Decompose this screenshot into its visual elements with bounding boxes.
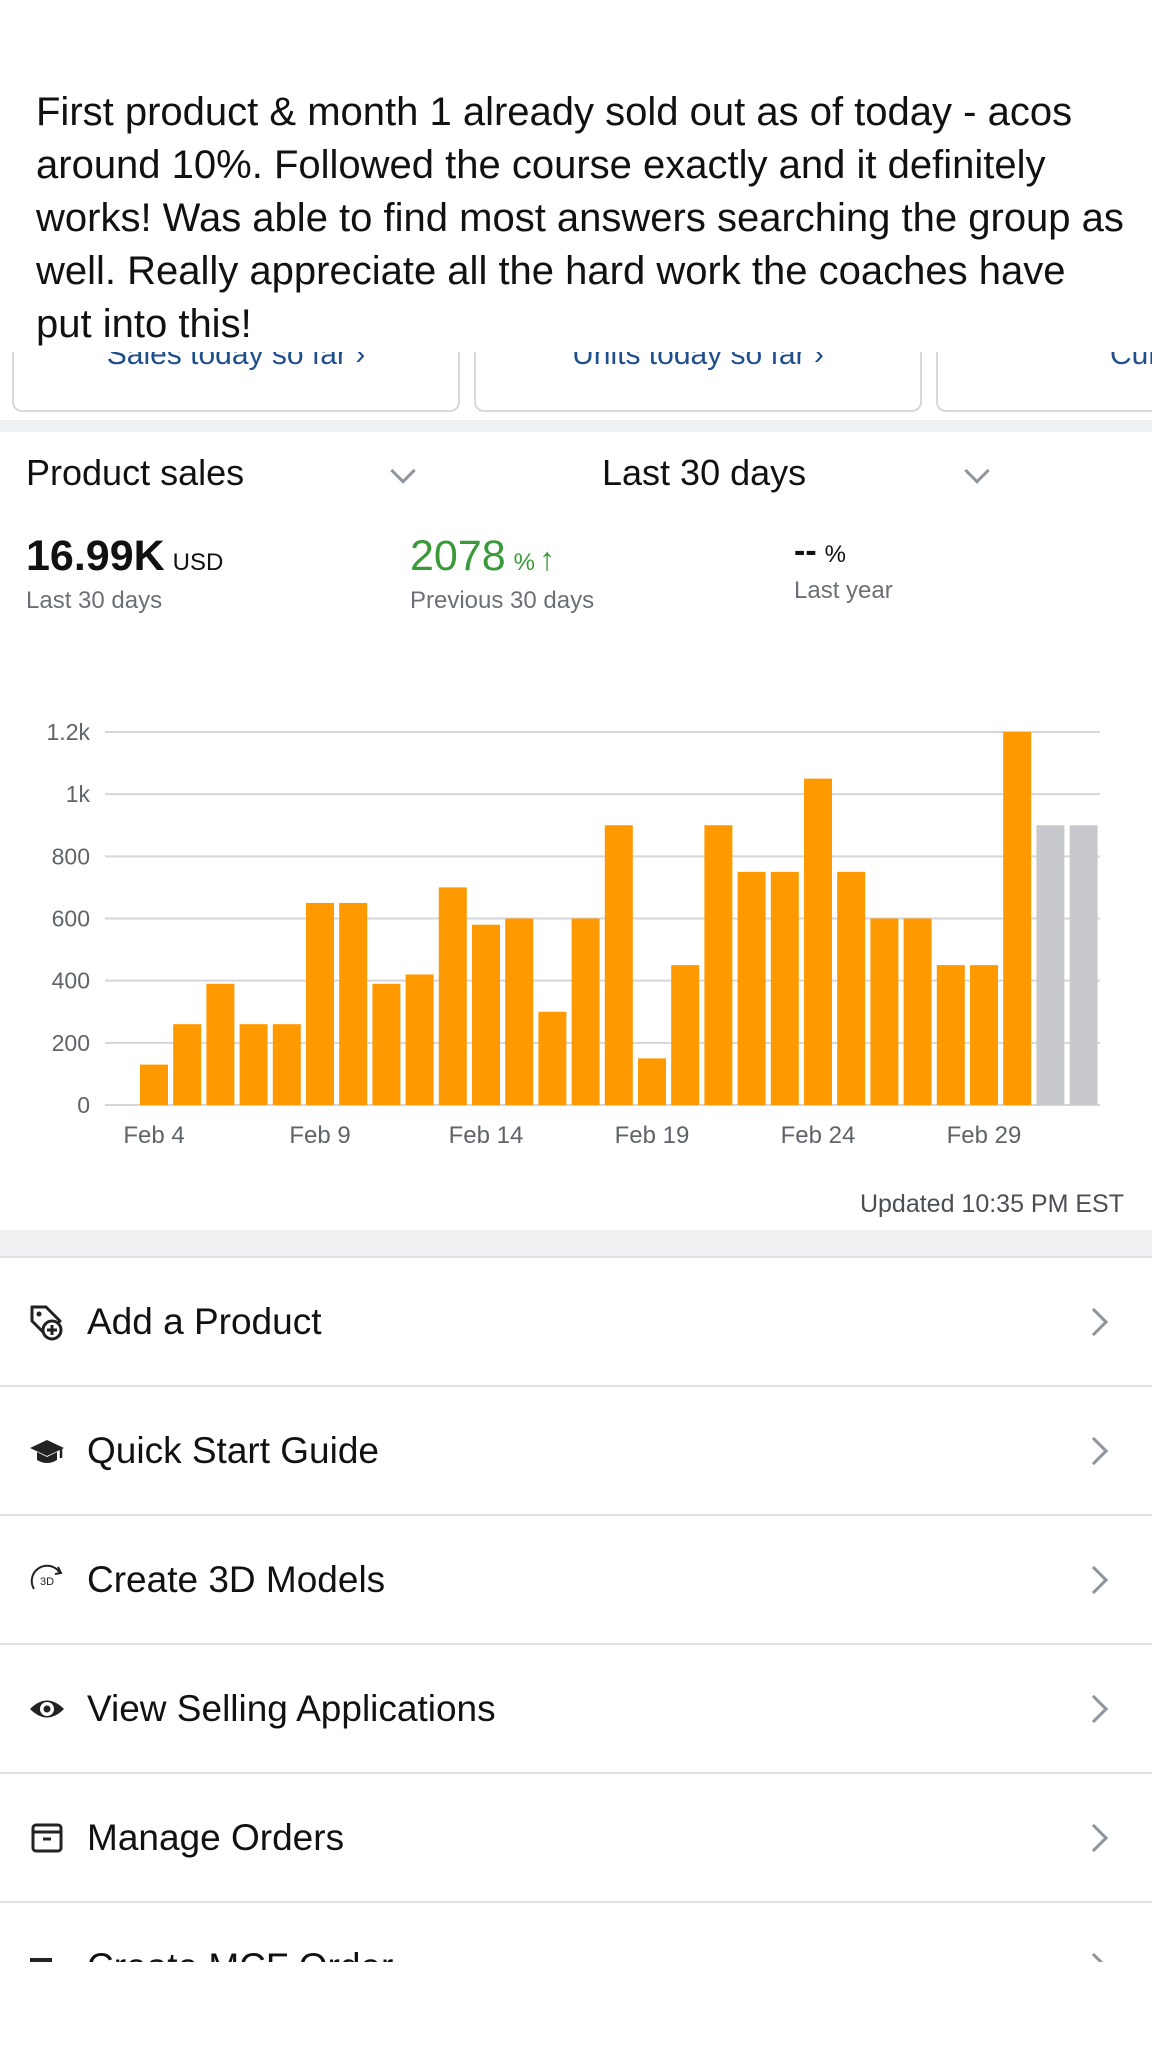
sales-bar[interactable] — [438, 887, 467, 1105]
total-sales-value: 16.99K — [26, 532, 165, 580]
menu-item-create-3d-models[interactable]: 3D Create 3D Models — [0, 1514, 1152, 1643]
current-label: Current — [1109, 352, 1152, 371]
graduation-cap-icon — [30, 1440, 64, 1463]
sales-bar[interactable] — [206, 983, 235, 1105]
units-today-label: Units today so far › — [572, 352, 824, 371]
divider-band — [0, 420, 1152, 432]
sales-bar[interactable] — [737, 871, 766, 1105]
metric-selector[interactable]: Product sales — [26, 452, 244, 512]
menu-item-view-selling-applications[interactable]: View Selling Applications — [0, 1643, 1152, 1772]
y-tick-label: 1k — [66, 781, 91, 807]
action-menu: Add a Product Quick Start Guide 3D Creat… — [0, 1256, 1152, 2030]
sales-bar[interactable] — [339, 902, 368, 1105]
units-today-card[interactable]: Units today so far › — [474, 352, 922, 412]
previous-period-value: 2078 — [410, 532, 506, 580]
y-tick-label: 400 — [52, 968, 90, 994]
menu-item-manage-orders[interactable]: Manage Orders — [0, 1772, 1152, 1901]
updated-timestamp: Updated 10:35 PM EST — [859, 1190, 1124, 1218]
menu-item-label: Quick Start Guide — [87, 1430, 380, 1471]
page-clip — [0, 1962, 1152, 2048]
sales-bar[interactable] — [173, 1024, 202, 1105]
chevron-right-icon — [1079, 1436, 1109, 1466]
last-year-value: -- — [794, 532, 817, 570]
sales-bar[interactable] — [638, 1058, 666, 1105]
previous-period-metric: 2078% ↑ Previous 30 days — [410, 532, 594, 615]
menu-item-label: Add a Product — [87, 1301, 322, 1342]
menu-item-label: Manage Orders — [87, 1817, 345, 1858]
chevron-right-icon — [1079, 1694, 1109, 1724]
x-tick-label: Feb 19 — [615, 1122, 690, 1149]
sales-today-label: Sales today so far › — [106, 352, 366, 371]
sales-bar[interactable] — [538, 1011, 567, 1105]
chevron-down-icon[interactable] — [964, 458, 990, 484]
box-icon — [31, 1823, 63, 1853]
sales-bar[interactable] — [936, 965, 965, 1105]
tag-plus-icon — [30, 1305, 63, 1341]
previous-period-unit: % — [513, 549, 536, 576]
last-year-metric: --% Last year — [794, 532, 893, 605]
sales-bar[interactable] — [604, 825, 633, 1105]
x-tick-label: Feb 4 — [123, 1122, 184, 1149]
sales-bar[interactable] — [671, 965, 700, 1105]
metric-selector-label: Product sales — [26, 452, 245, 493]
y-tick-label: 800 — [52, 843, 90, 869]
menu-item-quick-start-guide[interactable]: Quick Start Guide — [0, 1385, 1152, 1514]
total-sales-caption: Last 30 days — [26, 587, 163, 614]
previous-period-caption: Previous 30 days — [410, 587, 595, 614]
y-tick-label: 600 — [52, 906, 90, 932]
x-tick-label: Feb 24 — [781, 1122, 856, 1149]
sales-bar[interactable] — [770, 871, 799, 1105]
sales-bar[interactable] — [405, 974, 434, 1105]
sales-bar[interactable] — [1003, 732, 1032, 1105]
chevron-right-icon — [1079, 1565, 1109, 1595]
projected-bar[interactable] — [1069, 825, 1098, 1105]
chevron-right-icon — [1079, 1307, 1109, 1337]
sales-bar[interactable] — [903, 918, 932, 1106]
chevron-down-icon[interactable] — [390, 458, 416, 484]
total-sales-metric: 16.99K USD Last 30 days — [26, 532, 223, 615]
range-selector-label: Last 30 days — [602, 452, 807, 493]
sales-bar[interactable] — [870, 918, 899, 1106]
total-sales-unit: USD — [172, 549, 224, 576]
y-tick-label: 1.2k — [47, 719, 91, 745]
sales-bar[interactable] — [306, 902, 334, 1105]
current-card[interactable]: Current — [936, 352, 1152, 412]
sales-bar[interactable] — [140, 1064, 168, 1105]
sales-bar[interactable] — [704, 825, 733, 1105]
y-tick-label: 0 — [77, 1092, 90, 1118]
sales-bar[interactable] — [272, 1024, 301, 1105]
x-tick-label: Feb 29 — [947, 1122, 1022, 1149]
sales-today-card[interactable]: Sales today so far › — [12, 352, 460, 412]
sales-bar[interactable] — [505, 918, 534, 1106]
menu-item-label: Create 3D Models — [87, 1559, 386, 1600]
sales-bar[interactable] — [239, 1024, 268, 1105]
product-sales-chart: 0 200 400 600 800 1k 1.2k Feb 4 Feb 9 Feb 14 Feb … — [47, 719, 1100, 1149]
sales-bar[interactable] — [372, 983, 401, 1105]
x-tick-label: Feb 14 — [449, 1122, 524, 1149]
post-text: First product & month 1 already sold out… — [36, 90, 1124, 346]
sales-bar[interactable] — [571, 918, 600, 1106]
eye-icon — [30, 1700, 64, 1718]
sales-bar[interactable] — [472, 924, 500, 1105]
3d-rotate-icon: 3D — [30, 1564, 63, 1590]
sales-bar[interactable] — [804, 778, 832, 1105]
arrow-up-icon: ↑ — [539, 541, 556, 577]
range-selector[interactable]: Last 30 days — [602, 452, 806, 512]
last-year-caption: Last year — [794, 577, 893, 604]
x-tick-label: Feb 9 — [289, 1122, 350, 1149]
menu-item-add-product[interactable]: Add a Product — [0, 1256, 1152, 1385]
menu-item-label: View Selling Applications — [87, 1688, 496, 1729]
3d-icon-text: 3D — [40, 1576, 54, 1588]
summary-cards-strip: Sales today so far › Units today so far … — [0, 352, 1152, 420]
sales-bar[interactable] — [837, 871, 866, 1105]
projected-bar[interactable] — [1036, 825, 1065, 1105]
y-tick-label: 200 — [52, 1030, 90, 1056]
last-year-unit: % — [824, 541, 846, 568]
sales-bar[interactable] — [970, 965, 998, 1105]
divider-band — [0, 1230, 1152, 1256]
chevron-right-icon — [1079, 1823, 1109, 1853]
